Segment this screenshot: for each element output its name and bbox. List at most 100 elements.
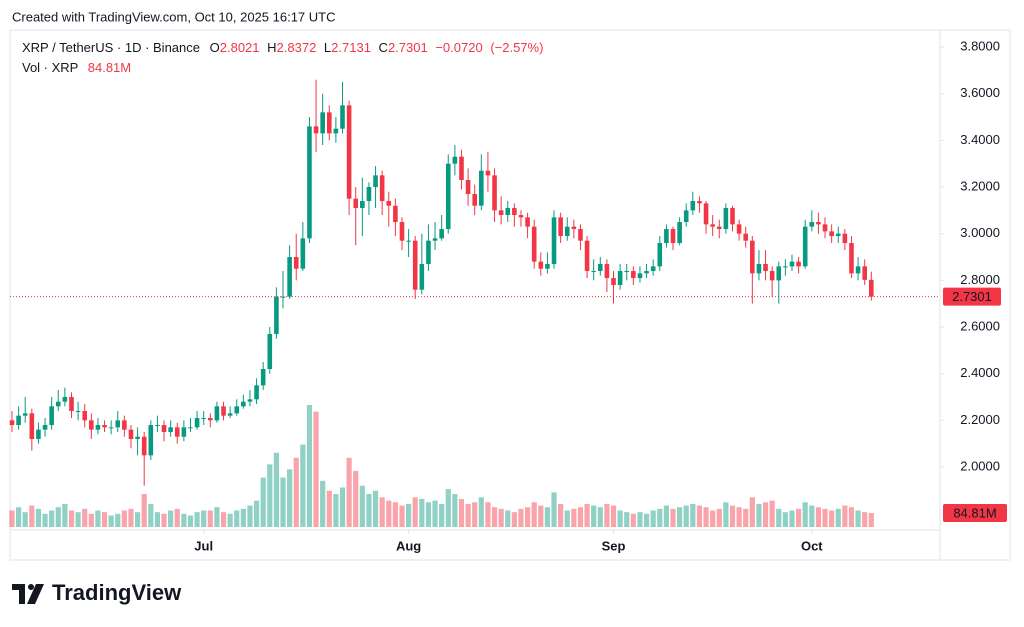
y-tick-label: 2.2000 [960,412,1000,427]
candle-body [194,418,200,428]
volume-bar [386,500,392,527]
logo-mark [28,584,34,590]
candle-body [386,201,392,206]
candle-body [736,224,742,234]
volume-bar [101,512,108,527]
candle-body [42,425,48,430]
volume-bar [141,494,147,527]
volume-value: 84.81M [88,60,131,75]
volume-bar [472,502,478,527]
volume-bar [154,512,161,527]
candle-body [591,271,596,273]
volume-bar [782,512,788,527]
candle-body [551,217,557,265]
candle-body [763,264,768,272]
volume-bar [829,510,835,527]
volume-bar [108,515,114,527]
volume-bar [710,510,716,527]
candle-body [69,397,74,412]
volume-bar [425,502,432,527]
volume-bar [842,505,848,527]
volume-bar [544,507,551,527]
candle-body [690,201,696,211]
candle-body [723,208,729,230]
candle-body [333,128,339,134]
volume-bar [35,508,42,527]
candle-body [802,226,808,267]
volume-bar [577,507,584,527]
candle-body [287,257,292,297]
volume-bar [68,510,75,527]
candle-body [89,420,94,430]
volume-bar [273,452,279,527]
candle-body [221,406,226,416]
volume-bar [220,512,227,527]
ohlc-value: 2.8021 [220,40,260,55]
volume-bar [419,498,425,527]
volume-bar [591,505,597,527]
volume-bar [683,505,689,527]
candle-body [710,224,715,227]
candle-body [148,425,154,456]
volume-bar [115,513,121,527]
volume-bar [677,507,683,527]
x-tick-label: Jul [194,538,213,553]
candle-body [498,210,504,216]
candle-body [426,240,431,265]
symbol-title: XRP / TetherUS · 1D · Binance [22,40,200,55]
volume-bar [134,512,141,527]
y-tick-label: 2.0000 [960,458,1000,473]
candle-body [445,163,451,230]
candle-body [835,233,841,237]
candle-body [670,229,676,244]
candle-body [399,222,405,241]
candle-body [439,229,444,239]
candle-body [326,112,332,134]
candle-body [373,175,378,188]
candle-body [644,271,649,274]
volume-bar [749,497,755,527]
volume-bar [538,505,544,527]
candle-body [683,210,689,223]
volume-bar [789,510,795,527]
candle-body [419,264,425,290]
candle-body [9,420,15,426]
volume-bar [564,510,570,527]
volume-bar [55,507,61,527]
volume-bar [663,505,669,527]
ohlc-label: O [210,40,220,55]
candle-body [128,429,134,440]
candle-body [155,425,160,427]
candle-body [479,170,484,206]
volume-bar [280,477,286,527]
volume-bar [485,502,491,527]
volume-bar [670,508,676,527]
volume-bar [795,508,802,527]
candle-body [472,194,477,206]
logo-mark [12,584,25,604]
volume-bar [392,502,398,527]
candle-body [247,399,253,402]
volume-bar [353,470,359,527]
y-tick-label: 2.8000 [960,272,1000,287]
volume-bar [128,508,134,527]
volume-bar [372,490,379,527]
candle-body [677,222,682,244]
candle-body [29,413,35,440]
candle-body [789,261,795,267]
volume-bar [306,405,313,527]
volume-bar [339,487,346,527]
volume-bar [716,508,722,527]
legend: XRP / TetherUS · 1D · Binance O2.8021 H2… [22,40,543,75]
volume-bar [491,507,498,527]
volume-name: Vol · XRP [22,60,78,75]
volume-bar [22,512,28,527]
candle-body [492,175,497,211]
candle-body [545,264,550,269]
price-badge [943,287,1001,306]
candle-body [82,411,88,421]
volume-bar [287,469,293,527]
created-note: Created with TradingView.com, Oct 10, 20… [12,9,335,24]
x-tick-label: Oct [801,538,823,553]
